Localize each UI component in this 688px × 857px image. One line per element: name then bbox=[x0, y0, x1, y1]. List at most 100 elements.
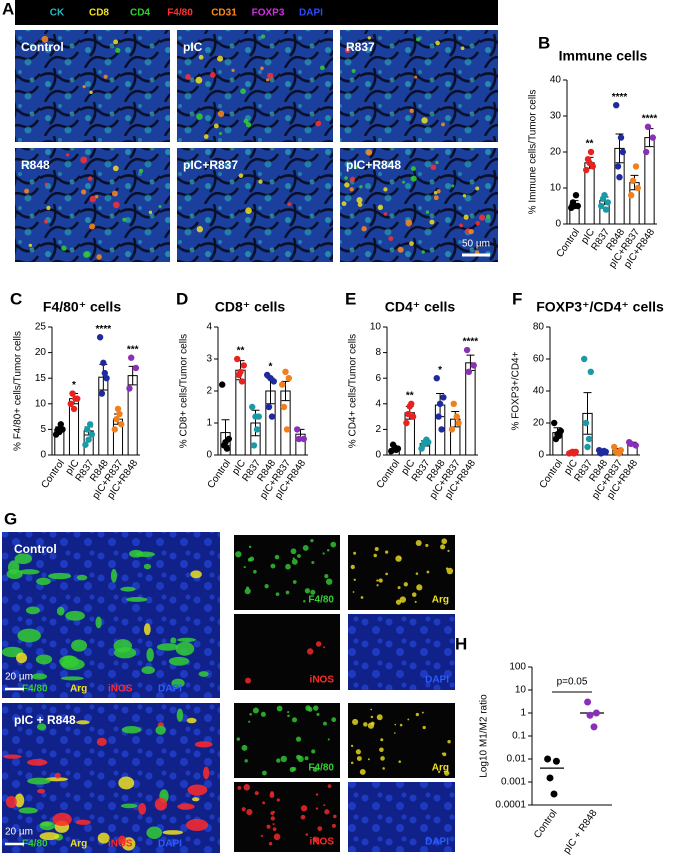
cell-stain bbox=[264, 584, 269, 589]
cell-stain bbox=[436, 189, 441, 194]
data-point bbox=[554, 431, 561, 438]
data-point bbox=[546, 774, 554, 782]
x-tick-label: Control bbox=[375, 458, 403, 491]
y-tick-label: 3 bbox=[206, 354, 212, 365]
channel-image bbox=[348, 703, 455, 778]
cell-stain bbox=[292, 557, 296, 560]
channel-label: CD8 bbox=[89, 8, 109, 19]
cell-stain bbox=[376, 579, 379, 582]
cell-stain bbox=[363, 722, 368, 727]
y-tick-label: 20 bbox=[550, 147, 562, 158]
cell-stain bbox=[323, 804, 326, 807]
data-point bbox=[587, 368, 594, 375]
cell-stain bbox=[305, 833, 309, 836]
data-point bbox=[409, 413, 417, 420]
cell-stain bbox=[405, 219, 413, 227]
cell-stain bbox=[295, 736, 302, 742]
cell-stain bbox=[422, 725, 426, 730]
cell-stain bbox=[349, 187, 354, 192]
cell-stain bbox=[442, 752, 447, 757]
cell-stain bbox=[203, 766, 210, 780]
cell-stain bbox=[260, 34, 266, 39]
image-label: pIC+R837 bbox=[183, 158, 238, 172]
data-point bbox=[613, 102, 620, 109]
cell-stain bbox=[141, 666, 155, 675]
data-point bbox=[440, 394, 447, 401]
cell-stain bbox=[478, 214, 486, 221]
cell-stain bbox=[35, 654, 53, 665]
cell-stain bbox=[312, 836, 319, 843]
cell-stain bbox=[238, 173, 244, 178]
microscopy-image bbox=[340, 148, 498, 262]
cell-stain bbox=[3, 754, 22, 759]
y-axis-label: % CD8+ cells/Tumor cells bbox=[179, 334, 190, 448]
image-label: R837 bbox=[346, 40, 375, 54]
data-point bbox=[249, 403, 256, 411]
channel-label: CD4 bbox=[130, 8, 150, 19]
data-point bbox=[391, 444, 398, 451]
data-point bbox=[571, 202, 578, 210]
data-point bbox=[283, 426, 291, 433]
cell-stain bbox=[410, 175, 417, 182]
data-point bbox=[128, 354, 135, 361]
data-point bbox=[628, 192, 635, 199]
cell-stain bbox=[217, 110, 225, 117]
cell-stain bbox=[138, 168, 144, 174]
data-point bbox=[114, 405, 122, 413]
cell-stain bbox=[315, 807, 319, 810]
cell-stain bbox=[316, 712, 320, 716]
data-point bbox=[552, 757, 560, 765]
chart-title: CD8⁺ cells bbox=[215, 299, 286, 315]
cell-stain bbox=[5, 795, 17, 808]
error-bar bbox=[281, 380, 290, 402]
cell-stain bbox=[103, 74, 108, 79]
cell-stain bbox=[36, 723, 47, 731]
data-point bbox=[448, 426, 456, 433]
data-point bbox=[465, 368, 473, 375]
data-point bbox=[113, 415, 120, 423]
data-point bbox=[435, 413, 442, 420]
cell-stain bbox=[276, 758, 281, 763]
cell-stain bbox=[24, 188, 30, 194]
cell-stain bbox=[143, 623, 151, 636]
y-tick-label: 0 bbox=[538, 450, 544, 461]
cell-stain bbox=[81, 189, 87, 195]
cell-stain bbox=[135, 551, 155, 558]
channel-image bbox=[234, 703, 340, 778]
cell-stain bbox=[367, 36, 371, 40]
condition-label: Control bbox=[14, 542, 57, 556]
cell-stain bbox=[446, 567, 454, 575]
y-tick-label: 0.001 bbox=[501, 777, 526, 788]
data-point bbox=[551, 419, 558, 427]
cell-stain bbox=[315, 120, 322, 127]
cell-stain bbox=[319, 65, 325, 71]
y-tick-label: 20 bbox=[35, 347, 47, 358]
cell-stain bbox=[209, 72, 216, 78]
data-point bbox=[111, 426, 118, 433]
significance: ** bbox=[586, 139, 594, 150]
cell-stain bbox=[380, 738, 384, 742]
cell-stain bbox=[430, 164, 437, 171]
cell-stain bbox=[291, 717, 298, 723]
cell-stain bbox=[380, 756, 385, 761]
cell-stain bbox=[311, 560, 315, 565]
cell-stain bbox=[244, 588, 251, 595]
significance: * bbox=[72, 380, 76, 391]
scale-bar-label: 20 µm bbox=[5, 827, 33, 838]
channel-label: CD31 bbox=[211, 8, 237, 19]
cell-stain bbox=[357, 202, 363, 207]
marker-label: DAPI bbox=[158, 839, 182, 850]
data-point bbox=[453, 413, 460, 420]
y-tick-label: 10 bbox=[370, 322, 382, 333]
cell-stain bbox=[351, 69, 356, 73]
cell-stain bbox=[353, 578, 356, 581]
cell-stain bbox=[272, 827, 277, 832]
data-point bbox=[67, 400, 74, 407]
cell-stain bbox=[333, 814, 337, 819]
data-point bbox=[219, 381, 226, 388]
cell-stain bbox=[266, 78, 270, 82]
y-tick-label: 40 bbox=[550, 75, 562, 86]
y-axis-label: % Immune cells/Tumor cells bbox=[528, 90, 539, 215]
data-point bbox=[250, 442, 258, 449]
cell-stain bbox=[402, 180, 406, 184]
